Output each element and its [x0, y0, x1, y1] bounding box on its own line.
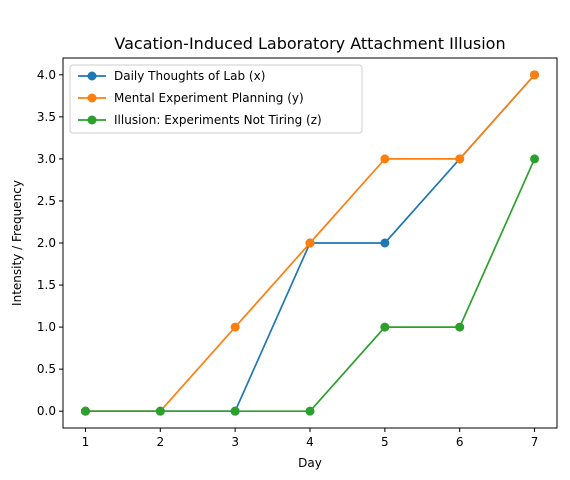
- y-tick-label: 4.0: [37, 68, 56, 82]
- legend-marker: [87, 115, 97, 125]
- x-tick-label: 1: [82, 435, 90, 449]
- data-point: [380, 322, 390, 332]
- y-axis-label: Intensity / Frequency: [10, 180, 24, 306]
- y-axis: 0.0 0.5 1.0 1.5 2.0 2.5 3.0 3.5 4.0: [37, 68, 63, 418]
- y-tick-label: 1.0: [37, 320, 56, 334]
- data-point: [380, 238, 390, 248]
- data-point: [380, 154, 390, 164]
- y-tick-label: 3.0: [37, 152, 56, 166]
- legend-marker: [87, 71, 97, 81]
- y-tick-label: 3.5: [37, 110, 56, 124]
- x-tick-label: 6: [456, 435, 464, 449]
- x-tick-label: 2: [156, 435, 164, 449]
- data-point: [305, 406, 315, 416]
- series-line: [85, 158, 536, 413]
- x-tick-label: 7: [531, 435, 539, 449]
- y-tick-label: 2.0: [37, 236, 56, 250]
- x-tick-label: 4: [306, 435, 314, 449]
- data-point: [155, 406, 165, 416]
- legend-label: Mental Experiment Planning (y): [114, 91, 304, 105]
- legend-marker: [87, 93, 97, 103]
- data-point: [455, 154, 465, 164]
- legend-label: Illusion: Experiments Not Tiring (z): [114, 113, 322, 127]
- x-axis-label: Day: [298, 456, 322, 470]
- chart-title: Vacation-Induced Laboratory Attachment I…: [114, 34, 505, 53]
- legend-entry: Mental Experiment Planning (y): [78, 91, 304, 105]
- data-point: [455, 322, 465, 332]
- legend-label: Daily Thoughts of Lab (x): [114, 69, 265, 83]
- legend-entry: Daily Thoughts of Lab (x): [78, 69, 265, 83]
- data-point: [305, 238, 315, 248]
- data-point: [530, 70, 540, 80]
- legend-entry: Illusion: Experiments Not Tiring (z): [78, 113, 322, 127]
- legend-box: [69, 64, 363, 134]
- y-tick-label: 0.5: [37, 362, 56, 376]
- series-3: [80, 154, 540, 416]
- y-tick-label: 1.5: [37, 278, 56, 292]
- legend: Daily Thoughts of Lab (x) Mental Experime…: [69, 64, 363, 134]
- x-tick-label: 3: [231, 435, 239, 449]
- y-tick-label: 0.0: [37, 404, 56, 418]
- data-point: [230, 322, 240, 332]
- data-point: [230, 406, 240, 416]
- x-axis: 1 2 3 4 5 6 7: [82, 428, 539, 449]
- x-tick-label: 5: [381, 435, 389, 449]
- data-point: [530, 154, 540, 164]
- data-point: [80, 406, 90, 416]
- series-layer: [80, 70, 540, 416]
- y-tick-label: 2.5: [37, 194, 56, 208]
